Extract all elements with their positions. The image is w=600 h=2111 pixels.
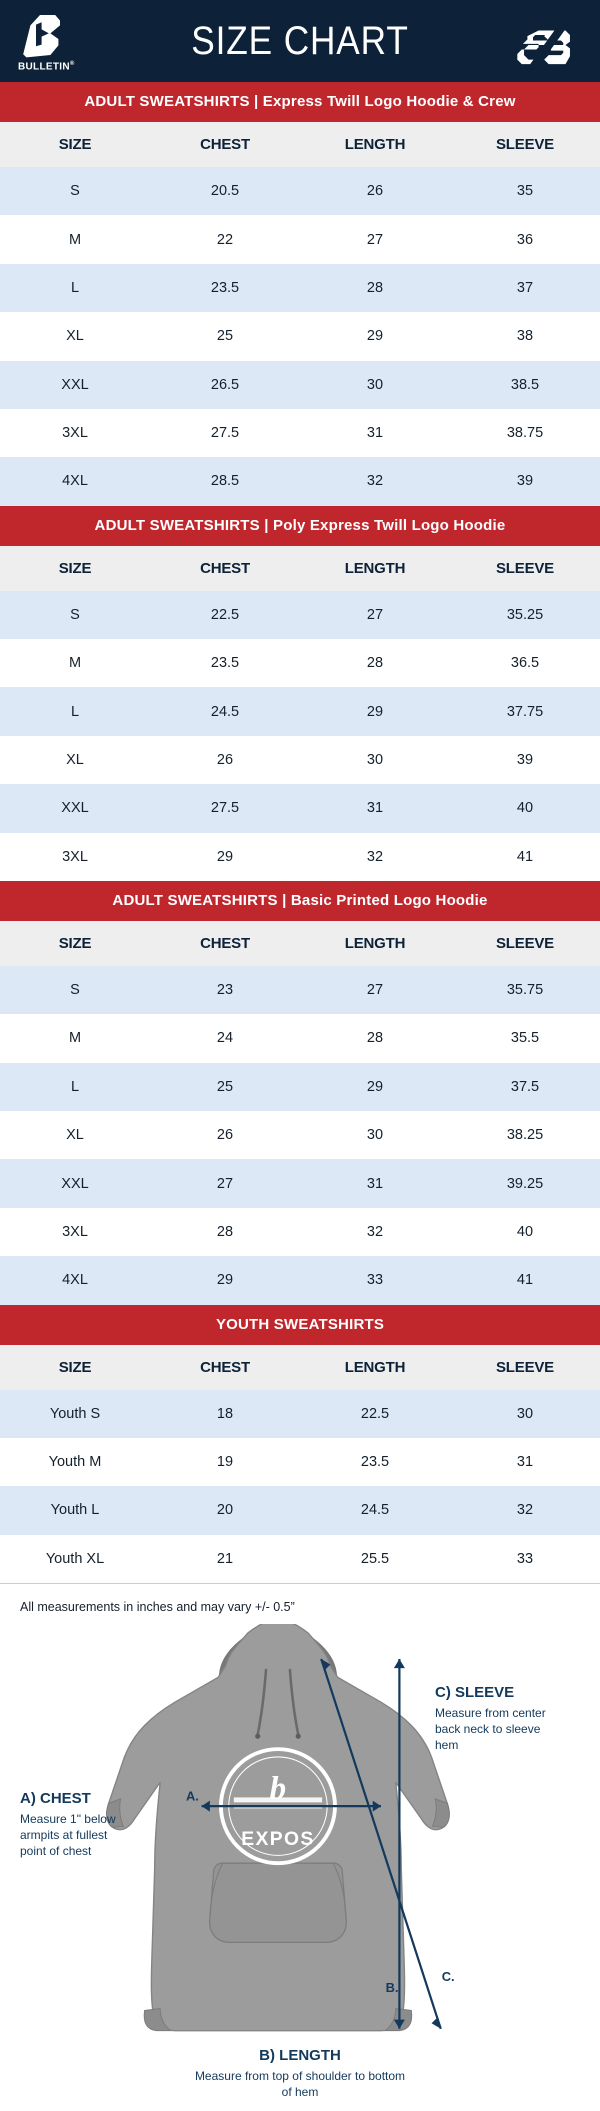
svg-text:C.: C. xyxy=(442,1969,455,1984)
svg-text:EXPOS: EXPOS xyxy=(241,1829,314,1850)
svg-text:b: b xyxy=(270,1770,287,1807)
svg-text:B.: B. xyxy=(386,1980,399,1995)
svg-text:A.: A. xyxy=(186,1789,199,1804)
